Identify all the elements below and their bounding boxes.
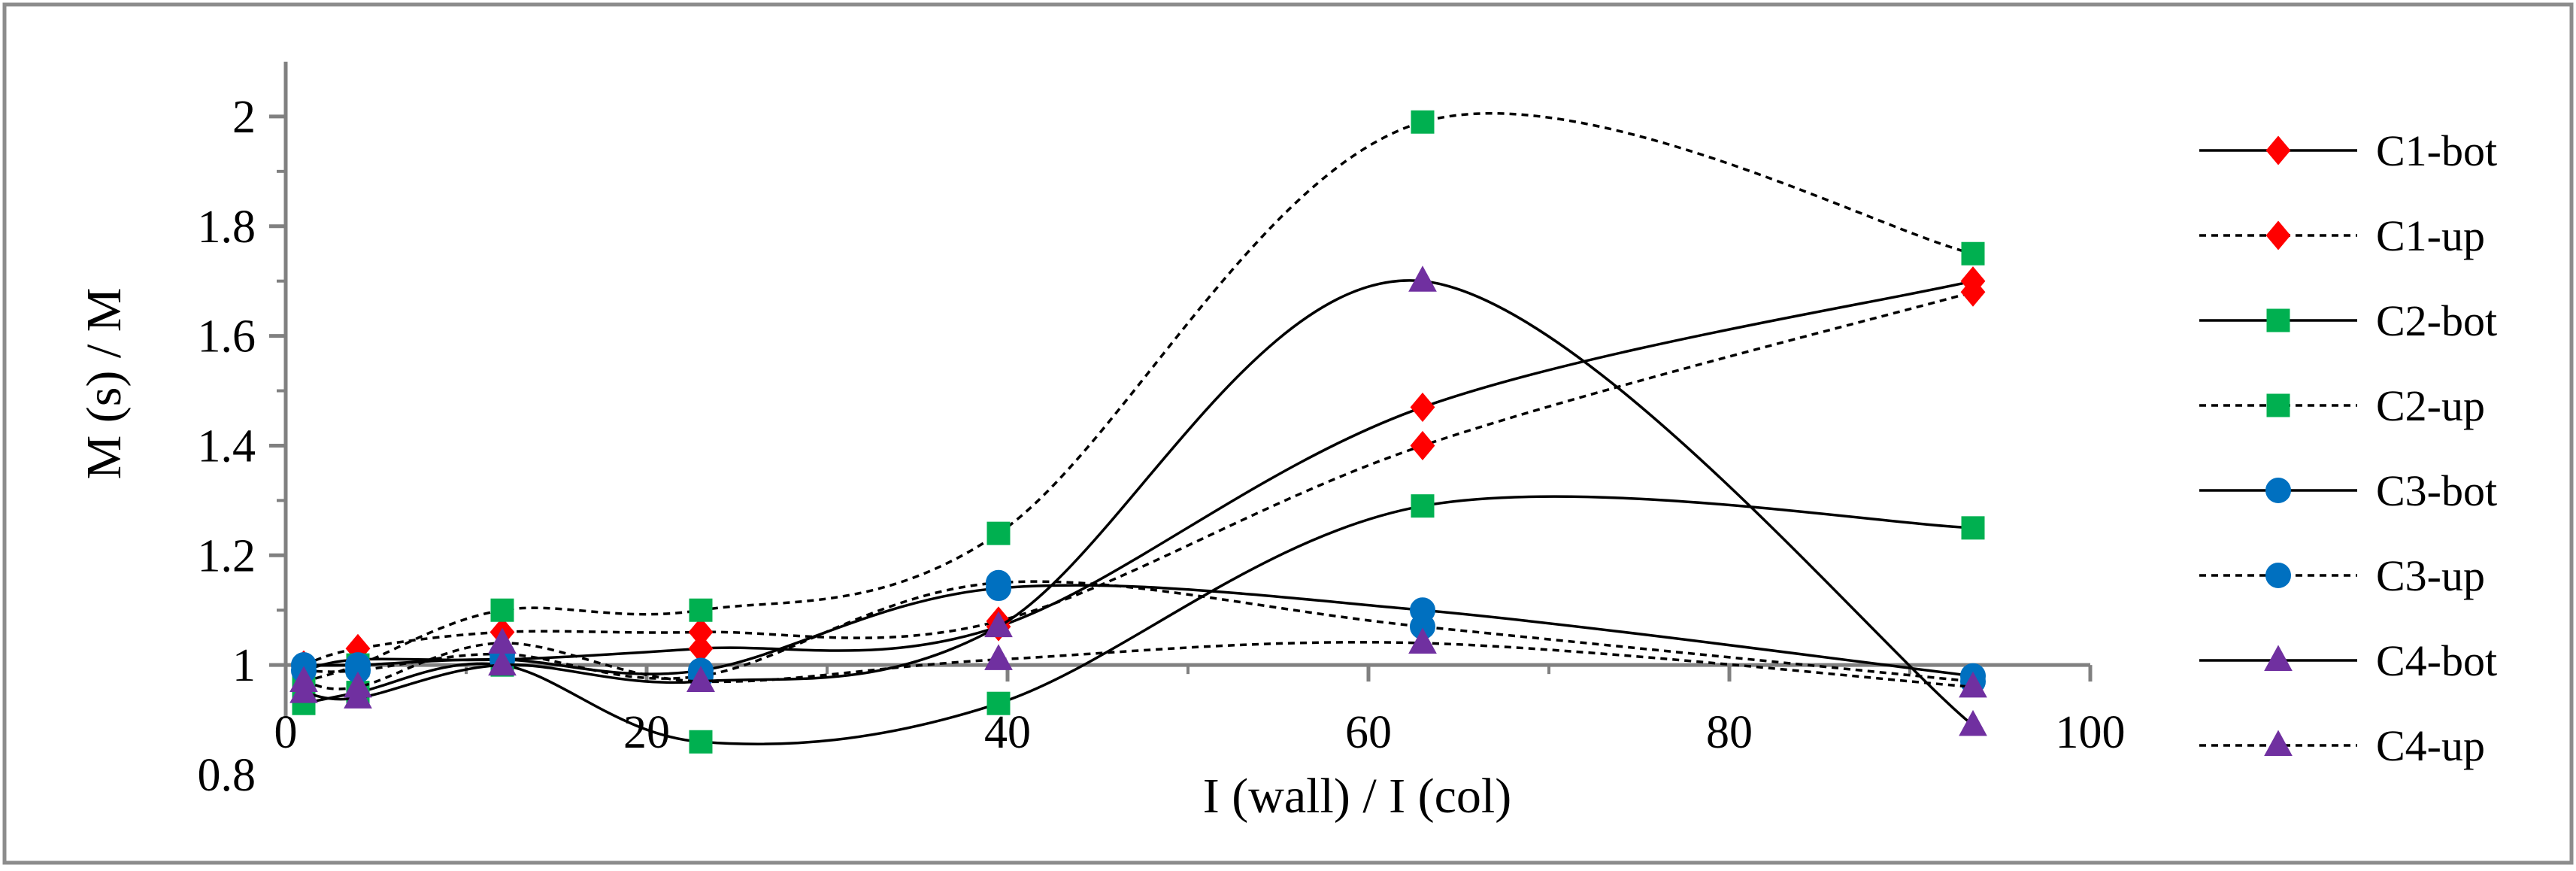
data-point-diamond bbox=[1410, 392, 1435, 422]
data-point-square bbox=[1411, 494, 1435, 518]
legend-entry: C4-bot bbox=[2199, 636, 2497, 685]
data-point-square bbox=[1961, 241, 1985, 266]
y-tick-label: 2 bbox=[232, 92, 256, 143]
legend-marker-circle bbox=[2265, 478, 2291, 503]
legend-marker-triangle bbox=[2264, 645, 2293, 671]
data-point-square bbox=[689, 730, 713, 754]
series-c2-bot bbox=[292, 494, 1985, 754]
legend-entry: C3-bot bbox=[2199, 466, 2497, 515]
x-tick-label: 40 bbox=[984, 707, 1031, 758]
series-line bbox=[303, 584, 1974, 678]
legend-label: C2-bot bbox=[2376, 296, 2497, 345]
data-point-square bbox=[689, 598, 713, 622]
legend-label: C1-bot bbox=[2376, 126, 2497, 175]
legend: C1-bot C1-up C2-bot C2-up C3-bot C3-up C4-bot C… bbox=[2199, 126, 2497, 770]
data-point-diamond bbox=[1410, 430, 1435, 460]
series-line bbox=[303, 112, 1974, 683]
y-tick-label: 0.8 bbox=[198, 750, 256, 801]
data-point-triangle bbox=[1959, 671, 1987, 698]
legend-marker-diamond bbox=[2265, 135, 2291, 165]
data-point-triangle bbox=[1959, 709, 1987, 736]
legend-entry: C2-bot bbox=[2199, 296, 2497, 345]
legend-label: C4-up bbox=[2376, 721, 2485, 770]
legend-entry: C1-bot bbox=[2199, 126, 2497, 175]
legend-entry: C2-up bbox=[2199, 381, 2485, 430]
data-point-square bbox=[490, 598, 514, 622]
legend-label: C2-up bbox=[2376, 381, 2485, 430]
data-point-circle bbox=[986, 569, 1011, 596]
x-tick-label: 80 bbox=[1706, 707, 1753, 758]
y-tick-label: 1.8 bbox=[198, 202, 256, 253]
series-line bbox=[303, 279, 1974, 727]
data-point-square bbox=[986, 691, 1011, 715]
x-tick-label: 100 bbox=[2056, 707, 2126, 758]
data-point-square bbox=[1411, 110, 1435, 134]
legend-marker-circle bbox=[2265, 563, 2291, 588]
data-point-triangle bbox=[984, 644, 1013, 670]
legend-label: C3-up bbox=[2376, 551, 2485, 600]
data-point-diamond bbox=[688, 617, 714, 647]
data-point-square bbox=[1961, 516, 1985, 540]
legend-label: C4-bot bbox=[2376, 636, 2497, 685]
plot-area bbox=[289, 110, 1987, 754]
data-point-triangle bbox=[1408, 266, 1437, 292]
legend-entry: C3-up bbox=[2199, 551, 2485, 600]
data-point-triangle bbox=[289, 666, 318, 693]
data-point-triangle bbox=[488, 627, 517, 654]
data-point-triangle bbox=[1408, 627, 1437, 654]
legend-entry: C4-up bbox=[2199, 721, 2485, 770]
data-point-triangle bbox=[488, 649, 517, 676]
x-axis-title: I (wall) / I (col) bbox=[1203, 769, 1511, 824]
legend-marker-square bbox=[2266, 393, 2290, 417]
y-tick-label: 1.6 bbox=[198, 311, 256, 363]
data-point-triangle bbox=[984, 611, 1013, 638]
data-point-triangle bbox=[344, 671, 372, 698]
data-point-diamond bbox=[1960, 277, 1986, 307]
y-tick-label: 1 bbox=[232, 640, 256, 691]
data-point-triangle bbox=[686, 666, 715, 693]
x-tick-label: 60 bbox=[1345, 707, 1392, 758]
legend-marker-square bbox=[2266, 308, 2290, 332]
series-line bbox=[303, 641, 1974, 690]
data-point-square bbox=[986, 521, 1011, 545]
y-tick-label: 1.2 bbox=[198, 530, 256, 581]
x-tick-label: 20 bbox=[623, 707, 670, 758]
axes: 0.811.21.41.61.820 20 40 60 80 100 bbox=[198, 62, 2126, 801]
legend-entry: C1-up bbox=[2199, 211, 2485, 260]
y-tick-label: 1.4 bbox=[198, 420, 256, 472]
legend-marker-triangle bbox=[2264, 730, 2293, 756]
legend-label: C1-up bbox=[2376, 211, 2485, 260]
legend-marker-diamond bbox=[2265, 220, 2291, 250]
series-line bbox=[303, 290, 1974, 666]
legend-label: C3-bot bbox=[2376, 466, 2497, 515]
series-line bbox=[303, 495, 1974, 745]
y-axis-title: M (s) / M bbox=[77, 288, 132, 480]
series-c4-up bbox=[289, 627, 1987, 698]
series-line bbox=[303, 580, 1974, 683]
x-tick-label: 0 bbox=[274, 707, 298, 758]
